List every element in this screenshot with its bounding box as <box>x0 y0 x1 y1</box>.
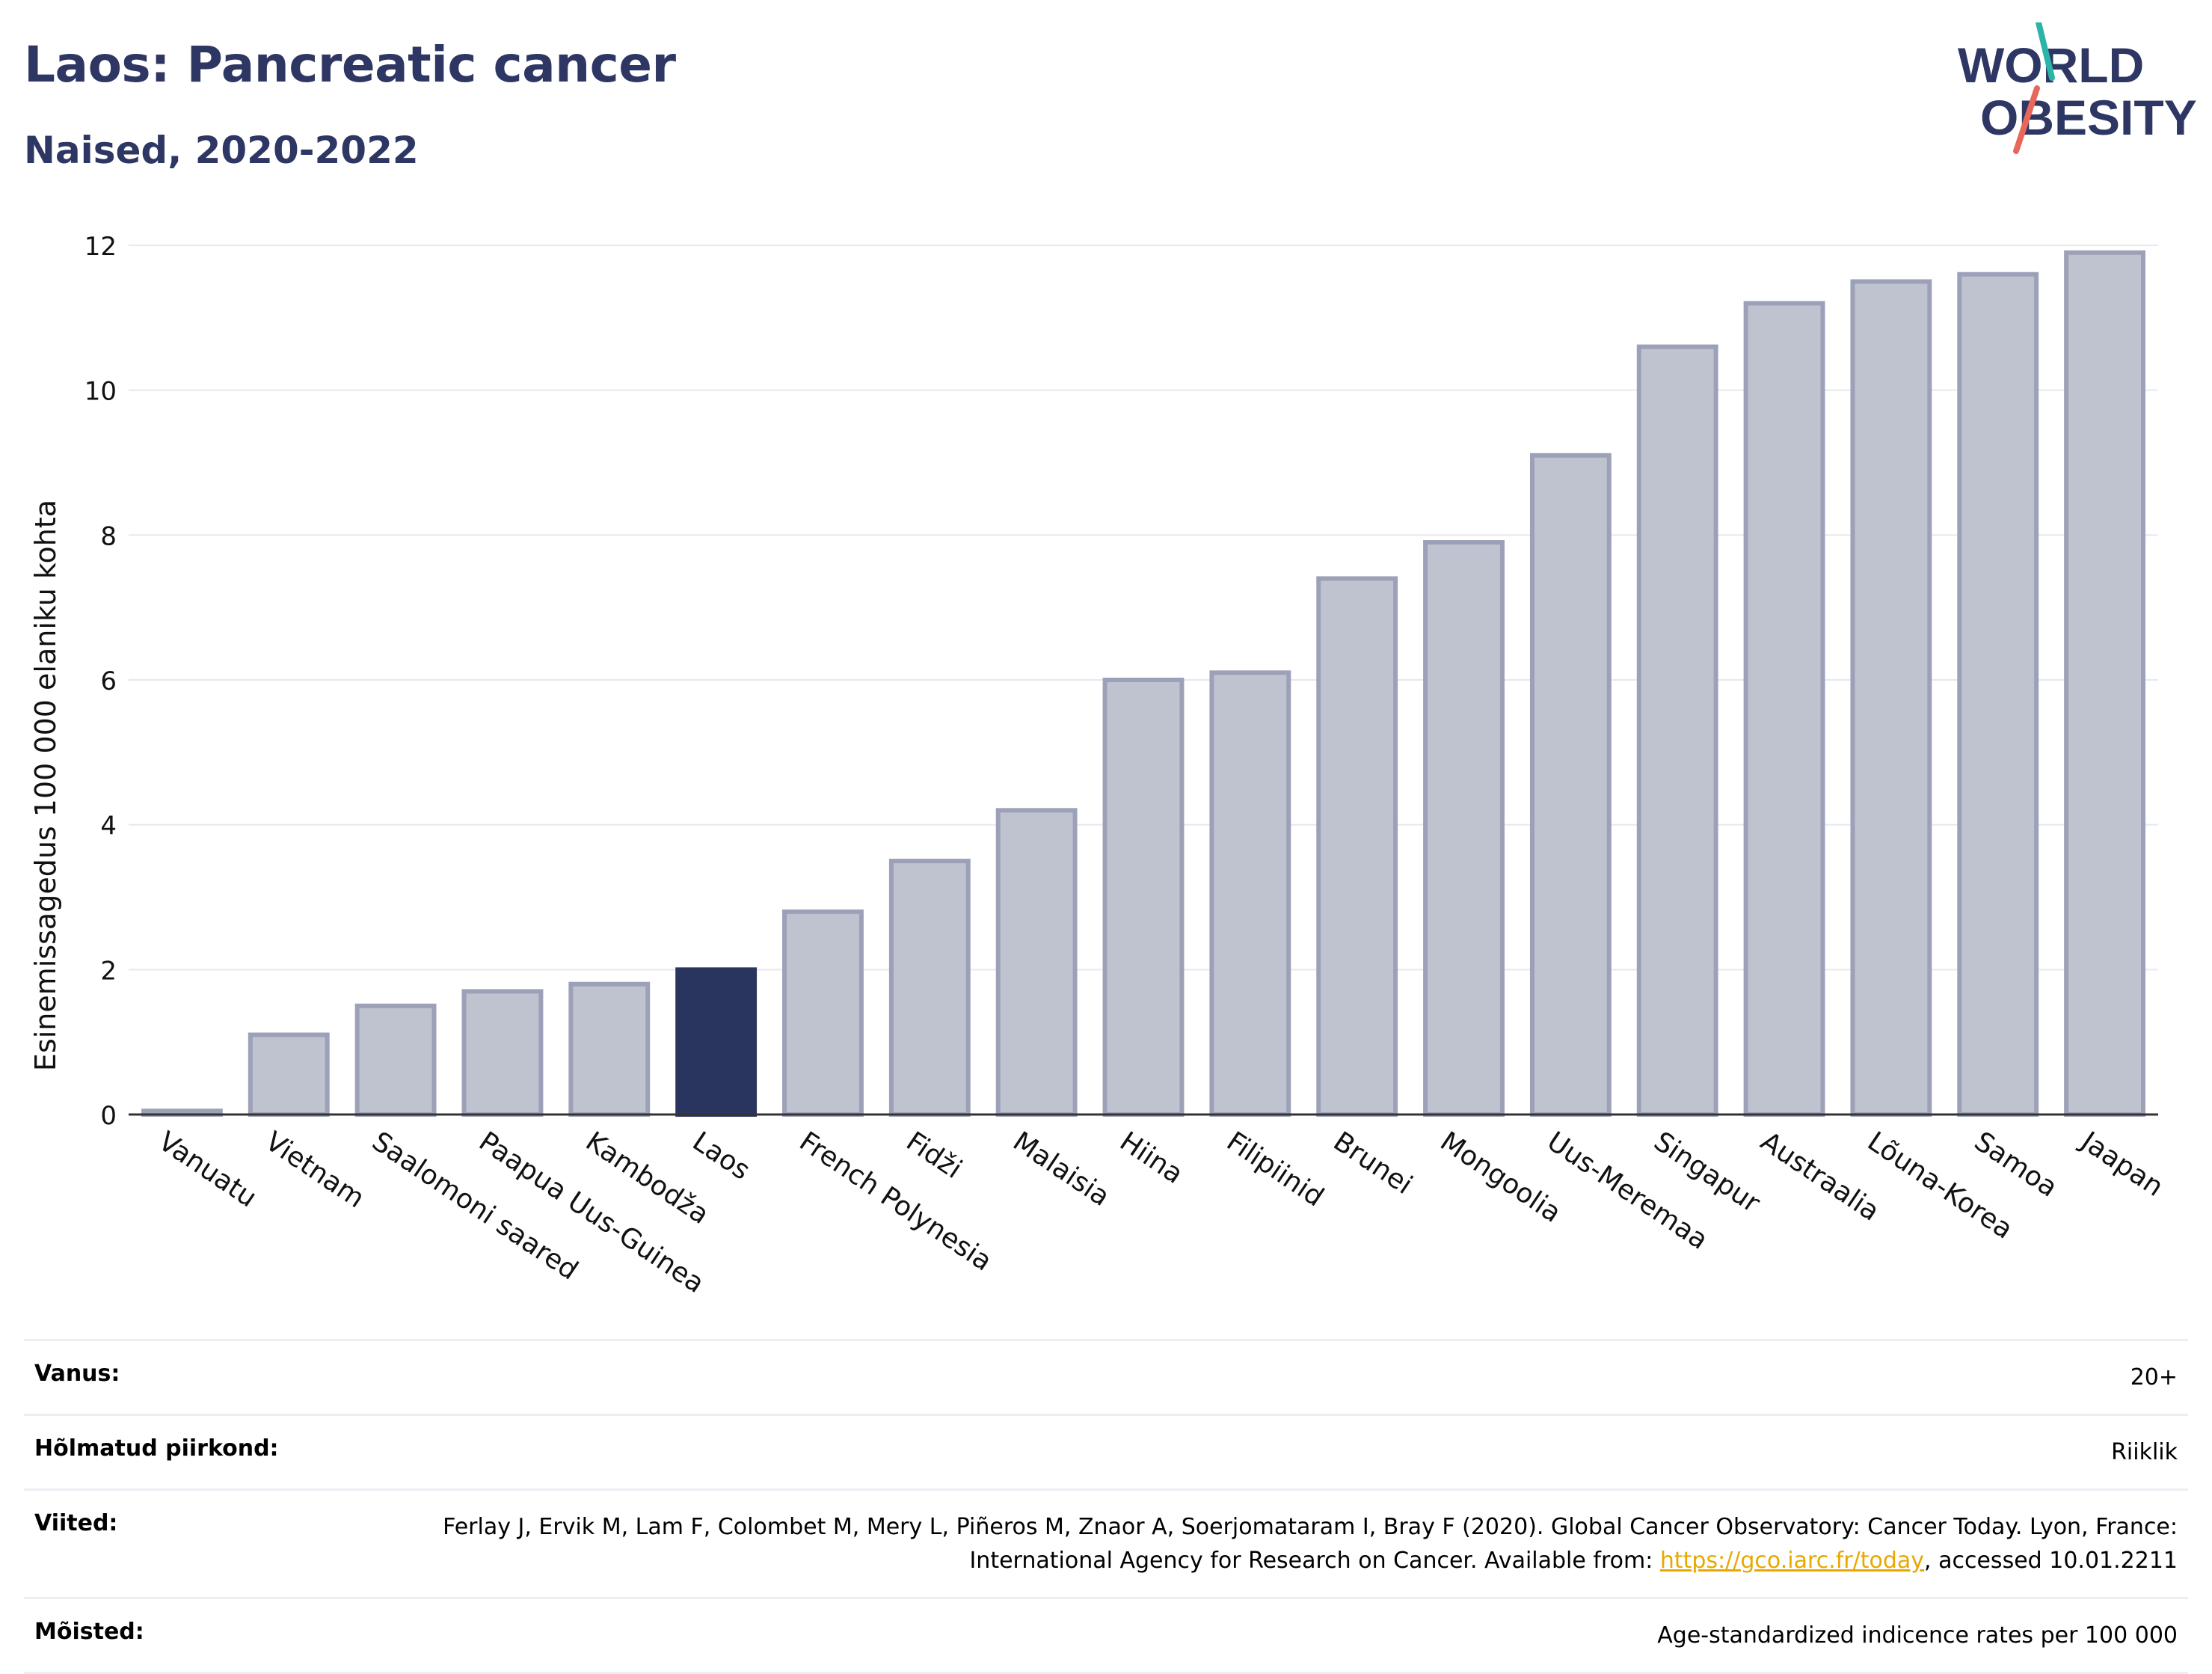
x-tick-label: Fidži <box>900 1126 967 1185</box>
x-tick-label: Mongoolia <box>1434 1126 1566 1228</box>
region-value: Riiklik <box>314 1414 2188 1490</box>
bar-vietnam <box>248 1032 330 1117</box>
x-tick-label: Brunei <box>1328 1126 1418 1201</box>
y-tick-label: 10 <box>85 377 117 407</box>
y-tick-label: 6 <box>100 666 117 696</box>
bar-malaisia <box>995 808 1078 1117</box>
logo-slash-teal <box>2036 22 2055 81</box>
bar-french-polynesia <box>782 909 864 1117</box>
meta-row-region: Hõlmatud piirkond: Riiklik <box>24 1414 2188 1490</box>
bar-austraalia <box>1743 301 1825 1117</box>
bar-jaapan <box>2064 250 2146 1117</box>
meta-row-age: Vanus: 20+ <box>24 1339 2188 1415</box>
region-label: Hõlmatud piirkond: <box>24 1414 314 1490</box>
bar-brunei <box>1316 576 1398 1117</box>
bar-kambod-a <box>568 981 651 1117</box>
refs-suffix: , accessed 10.01.2211 <box>1924 1548 2178 1574</box>
x-tick-label: Vietnam <box>259 1126 369 1214</box>
bar-filipiinid <box>1209 670 1291 1117</box>
defs-value: Age-standardized indicence rates per 100… <box>314 1597 2188 1674</box>
age-label: Vanus: <box>24 1339 314 1415</box>
y-tick-label: 8 <box>100 521 117 551</box>
world-obesity-logo: WORLD OBESITY <box>1958 22 2197 154</box>
chart-title: Laos: Pancreatic cancer <box>24 36 676 93</box>
bars <box>141 250 2146 1117</box>
x-tick-label: Samoa <box>1969 1126 2063 1203</box>
x-tick-label: Laos <box>687 1126 756 1186</box>
x-tick-label: Jaapan <box>2074 1125 2169 1203</box>
y-axis-label: Esinemissagedus 100 000 elaniku kohta <box>29 500 62 1071</box>
logo-slash-coral <box>2013 85 2040 154</box>
meta-row-defs: Mõisted: Age-standardized indicence rate… <box>24 1597 2188 1674</box>
x-tick-label: Vanuatu <box>153 1126 262 1213</box>
y-tick-label: 0 <box>100 1101 117 1131</box>
refs-label: Viited: <box>24 1488 314 1598</box>
logo-line2: OBESITY <box>1980 90 2197 145</box>
defs-label: Mõisted: <box>24 1597 314 1674</box>
x-tick-label: Filipiinid <box>1221 1126 1329 1212</box>
refs-value: Ferlay J, Ervik M, Lam F, Colombet M, Me… <box>314 1488 2188 1598</box>
x-tick-label: Hiina <box>1114 1126 1188 1189</box>
age-value: 20+ <box>314 1339 2188 1415</box>
bar-uus-meremaa <box>1529 453 1612 1117</box>
chart-subtitle: Naised, 2020-2022 <box>24 129 419 172</box>
refs-link[interactable]: https://gco.iarc.fr/today <box>1659 1548 1925 1574</box>
bar-laos <box>675 967 758 1117</box>
bar-samoa <box>1957 272 2039 1117</box>
bar-l-una-korea <box>1850 279 1932 1117</box>
bar-hiina <box>1102 678 1185 1117</box>
x-tick-label: French Polynesia <box>793 1126 997 1277</box>
bar-singapur <box>1636 344 1718 1117</box>
bar-saalomoni-saared <box>354 1003 437 1117</box>
x-tick-label: Austraalia <box>1755 1126 1884 1227</box>
y-tick-label: 4 <box>100 812 117 841</box>
bar-paapua-uus-guinea <box>461 989 544 1117</box>
refs-text: Ferlay J, Ervik M, Lam F, Colombet M, Me… <box>443 1514 2178 1574</box>
metadata-table: Vanus: 20+ Hõlmatud piirkond: Riiklik Vi… <box>24 1339 2188 1674</box>
meta-row-refs: Viited: Ferlay J, Ervik M, Lam F, Colomb… <box>24 1488 2188 1598</box>
bar-fid-i <box>888 859 971 1117</box>
bar-mongoolia <box>1423 540 1505 1117</box>
y-tick-label: 2 <box>100 956 117 986</box>
x-tick-label: Malaisia <box>1007 1126 1115 1212</box>
y-tick-label: 12 <box>85 232 117 262</box>
